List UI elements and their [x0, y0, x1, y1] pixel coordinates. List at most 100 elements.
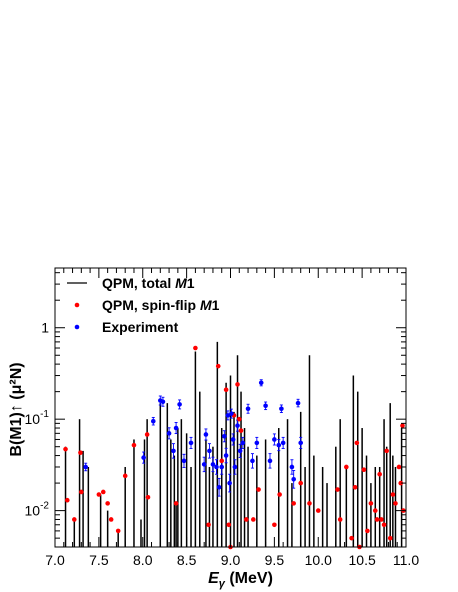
y-tick-mantissa: 1 — [41, 320, 49, 336]
experiment-point — [254, 440, 260, 446]
experiment-point — [223, 453, 229, 458]
y-tick-exponent: -1 — [40, 409, 49, 420]
qpm-spin-flip-point — [315, 508, 321, 513]
qpm-spin-flip-point — [379, 517, 384, 522]
qpm-spin-flip-point — [365, 528, 370, 534]
y-tick-label: 1 — [41, 320, 49, 336]
qpm-spin-flip-point — [72, 517, 77, 522]
x-tick-label: 7.0 — [45, 552, 65, 568]
experiment-point — [166, 431, 172, 436]
y-tick-exponent: -2 — [40, 501, 49, 512]
experiment-point — [203, 432, 209, 437]
qpm-spin-flip-point — [387, 535, 393, 541]
qpm-spin-flip-point — [344, 464, 349, 470]
legend-label-italic: M — [175, 275, 187, 291]
experiment-point — [150, 418, 156, 424]
legend-entry-label: Experiment — [102, 319, 179, 335]
qpm-spin-flip-point — [349, 535, 354, 541]
experiment-point — [295, 400, 301, 406]
qpm-spin-flip-point — [400, 423, 405, 428]
experiment-point — [225, 413, 231, 418]
qpm-spin-flip-point — [100, 489, 106, 495]
y-tick-label: 10-1 — [25, 409, 50, 427]
legend-blue-dot-symbol — [74, 324, 80, 330]
legend-red-dot-symbol — [74, 302, 80, 308]
qpm-spin-flip-point — [368, 501, 374, 506]
x-tick-label: 11.0 — [393, 552, 419, 568]
qpm-spin-flip-point — [236, 416, 242, 422]
legend-label-suffix: 1 — [187, 275, 195, 291]
legend-entry-label: QPM, spin-flip M1 — [102, 297, 220, 313]
experiment-point — [263, 403, 268, 409]
experiment-point — [83, 464, 89, 470]
experiment-point — [258, 380, 264, 386]
experiment-point — [235, 423, 240, 428]
x-tick-label: 10.0 — [305, 552, 332, 568]
qpm-spin-flip-point — [277, 492, 282, 497]
experiment-point — [210, 462, 216, 467]
experiment-point — [232, 464, 238, 470]
x-axis-ticks: 7.0 7.5 8.0 8.5 9.0 9.5 10.0 10.5 11.0 — [45, 268, 419, 568]
qpm-spin-flip-point — [226, 522, 232, 528]
experiment-point — [141, 455, 146, 460]
experiment-point — [201, 462, 207, 467]
qpm-spin-flip-point — [122, 473, 128, 479]
x-axis-title: Eγ (MeV) — [208, 570, 273, 590]
experiment-point — [160, 399, 166, 405]
qpm-spin-flip-point — [64, 497, 70, 503]
experiment-error-bars — [84, 379, 303, 497]
experiment-point — [272, 437, 277, 442]
qpm-spin-flip-point — [108, 517, 114, 522]
qpm-spin-flip-point — [337, 517, 343, 522]
experiment-point — [267, 458, 273, 464]
qpm-spin-flip-point — [335, 487, 340, 492]
experiment-point — [177, 402, 182, 407]
qpm-spin-flip-point — [243, 517, 249, 522]
experiment-point — [280, 440, 286, 446]
qpm-spin-flip-point — [352, 484, 358, 490]
experiment-point — [279, 406, 284, 412]
experiment-point — [188, 440, 194, 446]
legend-label-italic: M — [200, 297, 212, 313]
qpm-spin-flip-point — [384, 448, 389, 454]
x-tick-label: 7.5 — [89, 552, 109, 568]
legend-label-prefix: Experiment — [102, 319, 179, 335]
qpm-spin-flip-point — [223, 387, 229, 393]
qpm-spin-flip-point — [372, 508, 378, 513]
experiment-point — [276, 442, 282, 448]
experiment-point — [214, 464, 219, 470]
experiment-point — [216, 484, 222, 490]
qpm-spin-flip-point — [354, 440, 360, 446]
x-tick-label: 8.0 — [133, 552, 153, 568]
legend-label-suffix: 1 — [212, 297, 220, 313]
experiment-point — [219, 464, 225, 470]
qpm-spin-flip-point — [291, 501, 296, 506]
x-tick-label: 8.5 — [177, 552, 197, 568]
qpm-spin-flip-point — [256, 487, 261, 492]
experiment-point — [173, 425, 179, 431]
experiment-point — [229, 411, 234, 416]
qpm-spin-flip-point — [78, 450, 83, 455]
experiment-point — [207, 448, 212, 454]
qpm-spin-flip-point — [396, 464, 402, 470]
qpm-spin-flip-point — [298, 480, 304, 486]
qpm-spin-flip-point — [377, 471, 382, 477]
y-axis-title: B(M1)↑ (μ²N) — [8, 362, 25, 456]
qpm-spin-flip-point — [105, 501, 110, 506]
qpm-spin-flip-point — [235, 382, 240, 387]
y-axis-ticks: 10-210-11 — [25, 272, 406, 548]
qpm-spin-flip-point — [272, 522, 277, 528]
qpm-spin-flip-point — [381, 522, 387, 528]
experiment-point — [291, 477, 296, 482]
qpm-spin-flip-point — [144, 432, 150, 437]
experiment-point — [240, 440, 246, 446]
qpm-spin-flip-point — [63, 446, 68, 452]
experiment-point — [222, 433, 227, 439]
experiment-point — [250, 458, 255, 464]
qpm-spin-flip-point — [193, 345, 198, 351]
experiment-point — [289, 464, 295, 470]
qpm-spin-flip-point — [393, 501, 398, 506]
qpm-spin-flip-point — [96, 492, 102, 497]
